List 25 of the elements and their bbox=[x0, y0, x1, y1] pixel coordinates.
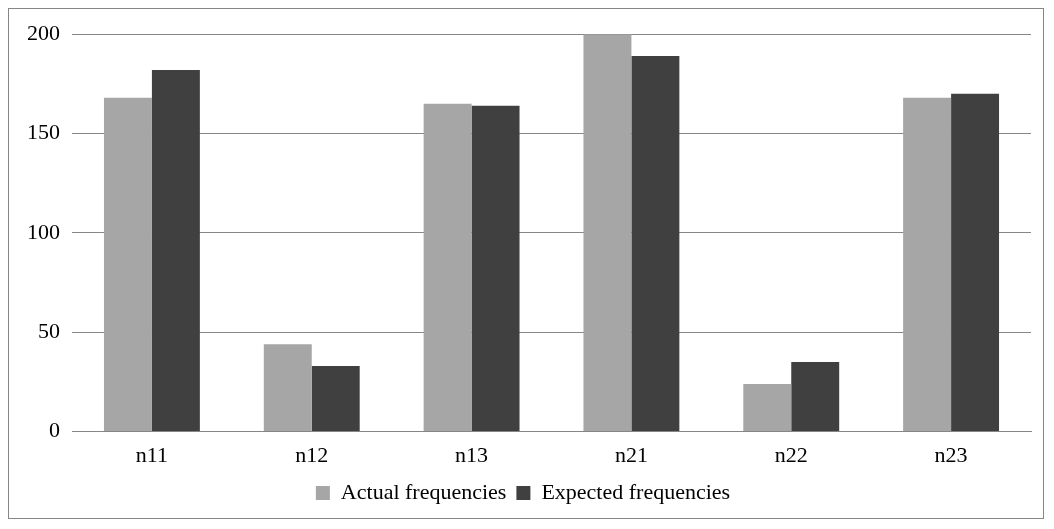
y-tick-label: 100 bbox=[27, 218, 60, 244]
bar bbox=[311, 366, 360, 432]
y-tick-label: 150 bbox=[27, 119, 60, 145]
bar bbox=[743, 383, 792, 432]
x-tick-label: n12 bbox=[295, 441, 329, 467]
x-tick-label: n11 bbox=[135, 441, 169, 467]
bar bbox=[103, 97, 152, 432]
x-tick-label: n13 bbox=[455, 441, 489, 467]
x-tick-label: n22 bbox=[774, 441, 808, 467]
y-tick-label: 200 bbox=[27, 19, 60, 45]
bar bbox=[471, 105, 520, 432]
bar bbox=[423, 103, 472, 432]
legend-label: Expected frequencies bbox=[541, 478, 731, 504]
legend-label: Actual frequencies bbox=[340, 478, 507, 504]
y-tick-label: 0 bbox=[49, 417, 60, 443]
bar bbox=[791, 362, 840, 432]
bar bbox=[951, 93, 1000, 432]
x-tick-label: n23 bbox=[934, 441, 968, 467]
bar bbox=[583, 34, 632, 432]
bar bbox=[151, 69, 200, 432]
y-tick-label: 50 bbox=[38, 318, 60, 344]
x-tick-label: n21 bbox=[614, 441, 648, 467]
bar bbox=[631, 56, 680, 432]
bar bbox=[903, 97, 952, 432]
bar bbox=[263, 344, 312, 432]
